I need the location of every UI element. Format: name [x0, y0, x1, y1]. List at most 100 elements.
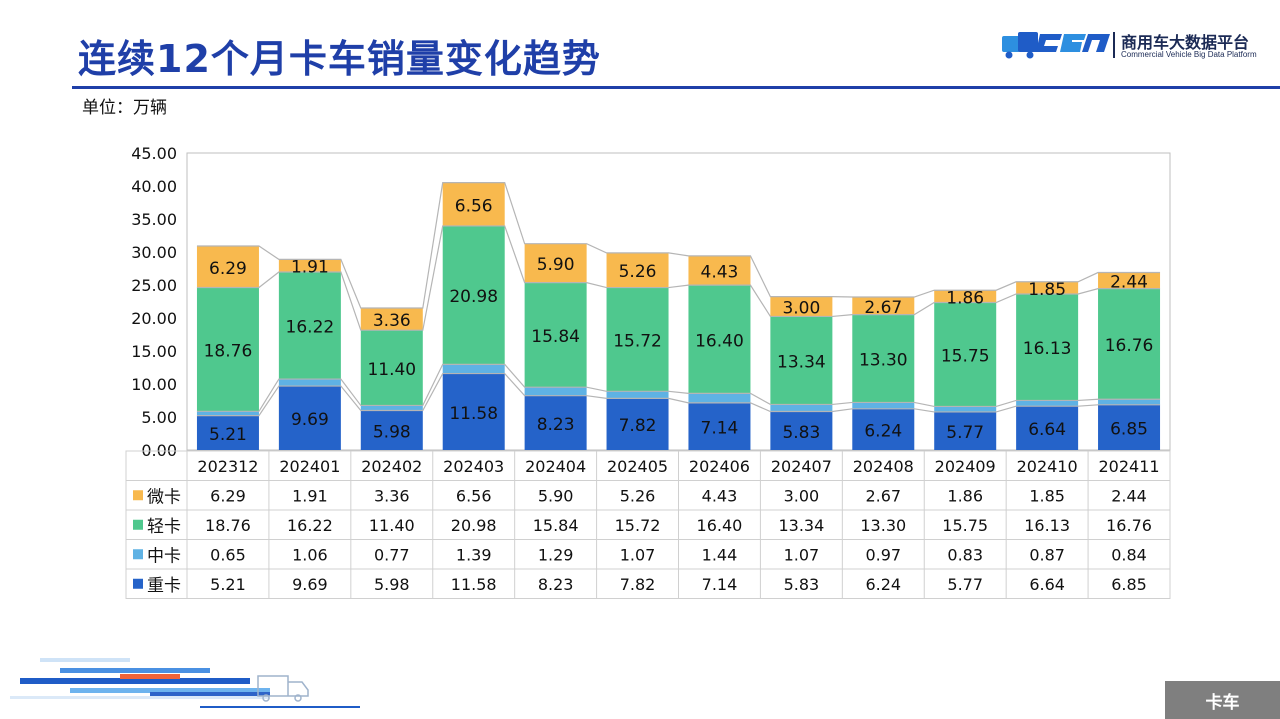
- y-tick-label: 5.00: [141, 408, 177, 427]
- table-cell-light: 15.84: [533, 516, 579, 535]
- y-tick-label: 25.00: [131, 276, 177, 295]
- table-cell-medium: 1.06: [292, 545, 328, 564]
- y-tick-label: 30.00: [131, 243, 177, 262]
- y-tick-label: 35.00: [131, 210, 177, 229]
- data-label-micro: 6.56: [455, 196, 493, 216]
- data-label-light: 20.98: [449, 287, 498, 307]
- table-cell-light: 16.40: [697, 516, 743, 535]
- data-label-heavy: 6.24: [864, 421, 902, 441]
- bar-micro: [196, 245, 259, 288]
- data-label-micro: 5.26: [619, 262, 657, 282]
- bar-heavy: [770, 411, 833, 450]
- table-cell-heavy: 5.98: [374, 575, 410, 594]
- table-cell-medium: 1.44: [702, 545, 738, 564]
- table-cell-medium: 0.77: [374, 545, 410, 564]
- data-label-heavy: 5.98: [373, 422, 411, 442]
- data-label-micro: 3.36: [373, 311, 411, 331]
- data-label-micro: 2.44: [1110, 273, 1148, 293]
- bar-light: [278, 271, 341, 380]
- data-label-micro: 5.90: [537, 255, 575, 275]
- bar-heavy: [934, 411, 997, 450]
- page-title: 连续12个月卡车销量变化趋势: [78, 37, 601, 81]
- logo-title-cn: 商用车大数据平台: [1121, 33, 1250, 52]
- logo-title-en: Commercial Vehicle Big Data Platform: [1121, 50, 1257, 59]
- table-cell-heavy: 9.69: [292, 575, 328, 594]
- table-cell-light: 16.13: [1024, 516, 1070, 535]
- bar-light: [1098, 288, 1161, 400]
- table-cell-heavy: 11.58: [451, 575, 497, 594]
- platform-logo: 商用车大数据平台 Commercial Vehicle Big Data Pla…: [1000, 28, 1275, 68]
- table-cell-heavy: 6.85: [1111, 575, 1147, 594]
- table-cell-heavy: 5.77: [947, 575, 983, 594]
- table-cell-heavy: 6.24: [865, 575, 901, 594]
- bar-heavy: [688, 402, 751, 450]
- bar-light: [360, 330, 423, 406]
- data-label-light: 15.75: [941, 346, 990, 366]
- bar-heavy: [852, 408, 915, 450]
- table-cell-light: 18.76: [205, 516, 251, 535]
- table-cell-medium: 1.07: [620, 545, 656, 564]
- x-category-label: 202411: [1099, 457, 1160, 476]
- bar-light: [524, 282, 587, 388]
- table-cell-light: 16.76: [1106, 516, 1152, 535]
- legend-key-heavy: [133, 578, 143, 589]
- x-category-label: 202403: [443, 457, 504, 476]
- bar-micro: [1016, 281, 1079, 294]
- x-category-label: 202312: [197, 457, 258, 476]
- data-label-light: 15.84: [531, 327, 580, 347]
- table-cell-micro: 6.56: [456, 486, 492, 505]
- table-cell-medium: 0.83: [947, 545, 983, 564]
- table-cell-heavy: 7.82: [620, 575, 656, 594]
- bar-micro: [852, 297, 915, 315]
- plot-area: [186, 152, 1171, 451]
- series-connector-line: [196, 225, 1161, 331]
- data-label-heavy: 8.23: [537, 415, 575, 435]
- table-cell-micro: 1.86: [947, 486, 983, 505]
- table-cell-light: 13.34: [778, 516, 824, 535]
- data-label-heavy: 6.85: [1110, 419, 1148, 439]
- data-label-micro: 6.29: [209, 259, 247, 279]
- bar-micro: [524, 243, 587, 283]
- table-cell-medium: 0.65: [210, 545, 246, 564]
- section-tag: 卡车: [1165, 681, 1280, 719]
- bar-medium: [852, 402, 915, 409]
- x-category-label: 202401: [279, 457, 340, 476]
- data-label-micro: 1.85: [1028, 280, 1066, 300]
- bar-medium: [360, 405, 423, 411]
- bar-micro: [934, 290, 997, 303]
- bar-light: [196, 287, 259, 412]
- series-connector-line: [196, 182, 1161, 309]
- table-cell-heavy: 5.21: [210, 575, 246, 594]
- table-cell-micro: 6.29: [210, 486, 246, 505]
- bar-heavy: [1098, 404, 1161, 450]
- unit-label: 单位：万辆: [82, 98, 167, 118]
- data-label-heavy: 11.58: [449, 404, 498, 424]
- series-connector-line: [196, 363, 1161, 412]
- table-cell-heavy: 5.83: [784, 575, 820, 594]
- x-category-label: 202404: [525, 457, 586, 476]
- data-label-micro: 4.43: [701, 263, 739, 283]
- y-tick-label: 15.00: [131, 342, 177, 361]
- data-label-micro: 3.00: [782, 299, 820, 319]
- legend-label-heavy: 重卡: [147, 576, 181, 596]
- table-cell-light: 15.72: [615, 516, 661, 535]
- logo-divider: [1113, 32, 1115, 58]
- table-cell-medium: 0.87: [1029, 545, 1065, 564]
- data-label-micro: 1.91: [291, 258, 329, 278]
- table-cell-micro: 5.90: [538, 486, 574, 505]
- bar-medium: [442, 364, 505, 374]
- table-cell-light: 16.22: [287, 516, 333, 535]
- table-cell-heavy: 8.23: [538, 575, 574, 594]
- bar-light: [688, 285, 751, 394]
- title-divider: [72, 86, 1280, 89]
- data-label-light: 13.34: [777, 352, 826, 372]
- bar-heavy: [196, 415, 259, 450]
- bar-micro: [606, 252, 669, 288]
- bar-medium: [1016, 400, 1079, 407]
- x-category-label: 202402: [361, 457, 422, 476]
- table-cell-medium: 1.29: [538, 545, 574, 564]
- data-label-light: 15.72: [613, 331, 662, 351]
- legend-label-medium: 中卡: [147, 546, 181, 566]
- table-cell-medium: 1.39: [456, 545, 492, 564]
- table-cell-light: 11.40: [369, 516, 415, 535]
